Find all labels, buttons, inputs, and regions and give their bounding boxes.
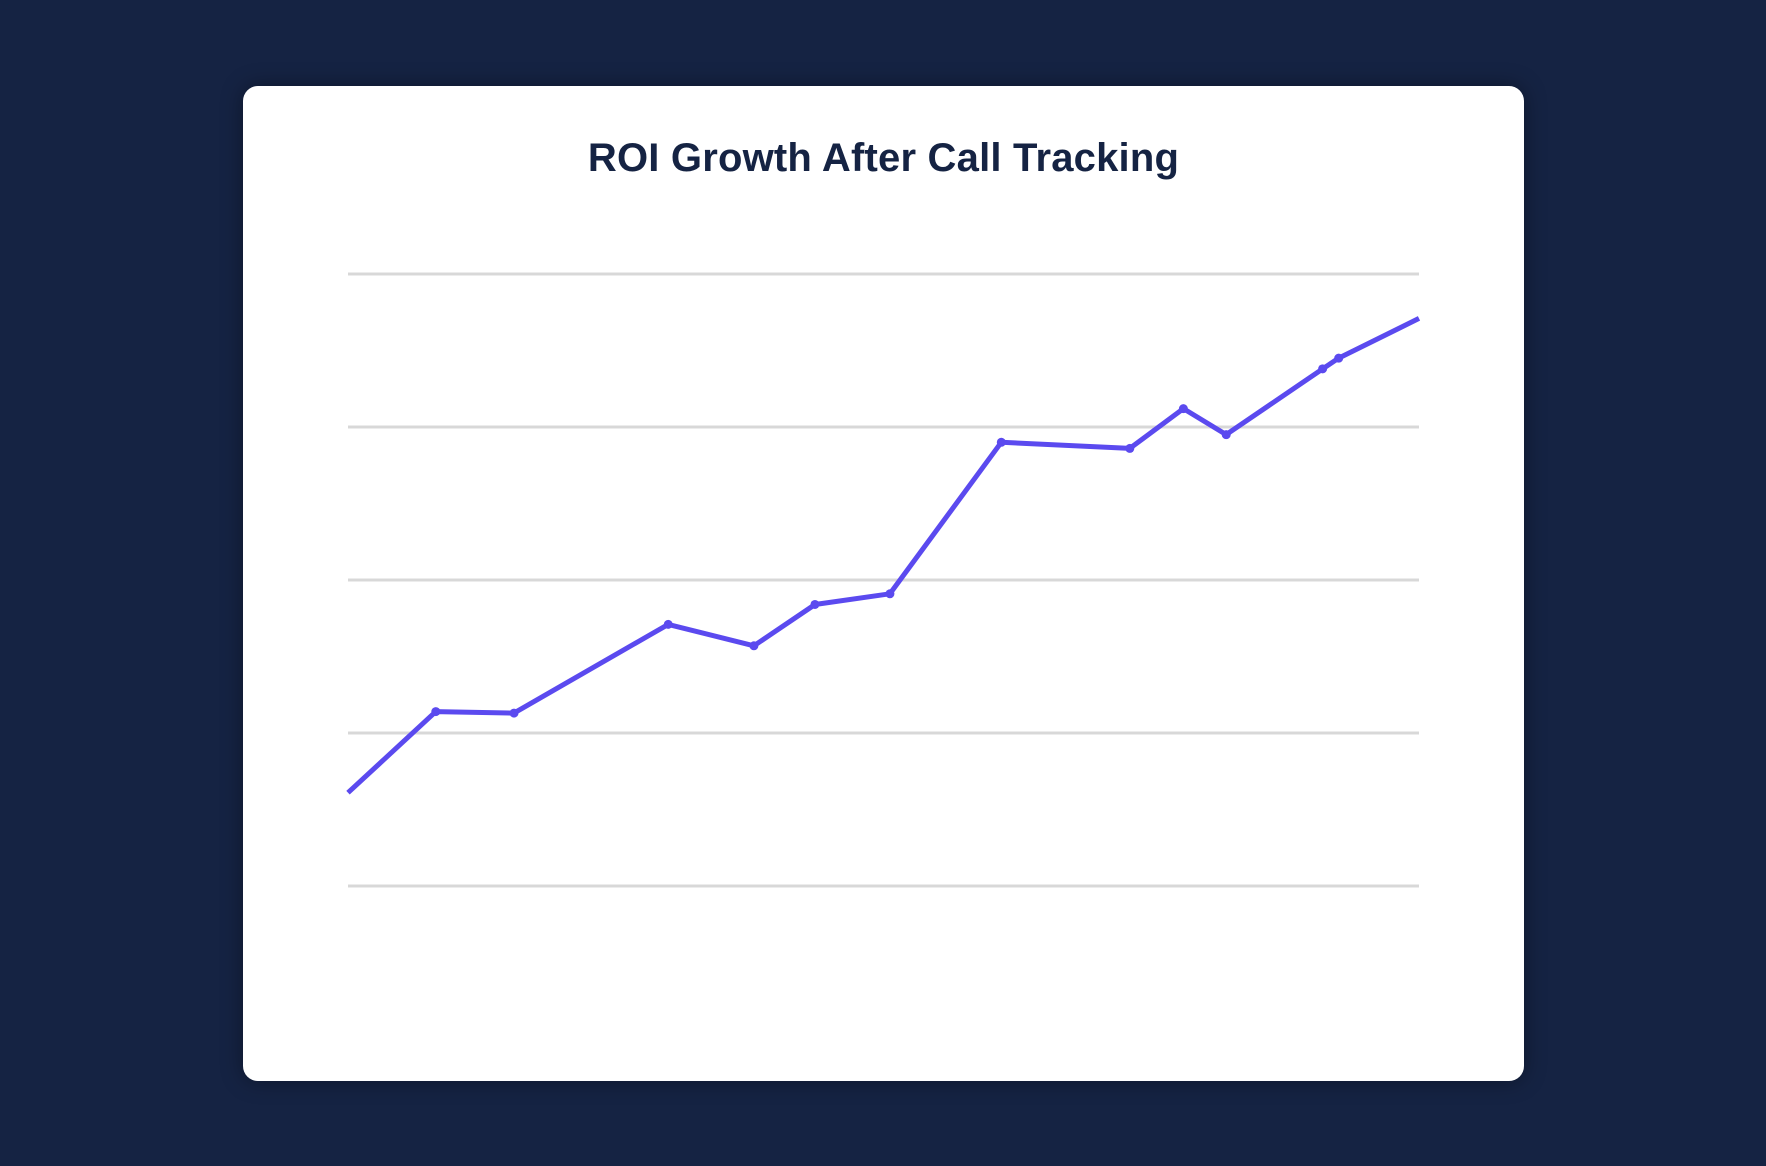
data-point — [431, 707, 441, 717]
data-point — [810, 599, 820, 609]
data-point — [885, 589, 895, 599]
data-points — [431, 353, 1344, 718]
line-chart — [346, 272, 1421, 888]
data-point — [1178, 404, 1188, 414]
data-point — [509, 708, 519, 718]
gridlines — [348, 272, 1419, 888]
series-line-0 — [346, 316, 1421, 795]
data-point — [1318, 364, 1328, 374]
data-point — [1334, 353, 1344, 363]
data-point — [749, 641, 759, 651]
data-point — [663, 619, 673, 629]
data-point — [996, 437, 1006, 447]
data-point — [1221, 430, 1231, 440]
chart-title: ROI Growth After Call Tracking — [587, 136, 1180, 180]
data-point — [1125, 443, 1135, 453]
series-line-group — [346, 316, 1421, 795]
chart-card: ROI Growth After Call Tracking — [243, 86, 1524, 1081]
